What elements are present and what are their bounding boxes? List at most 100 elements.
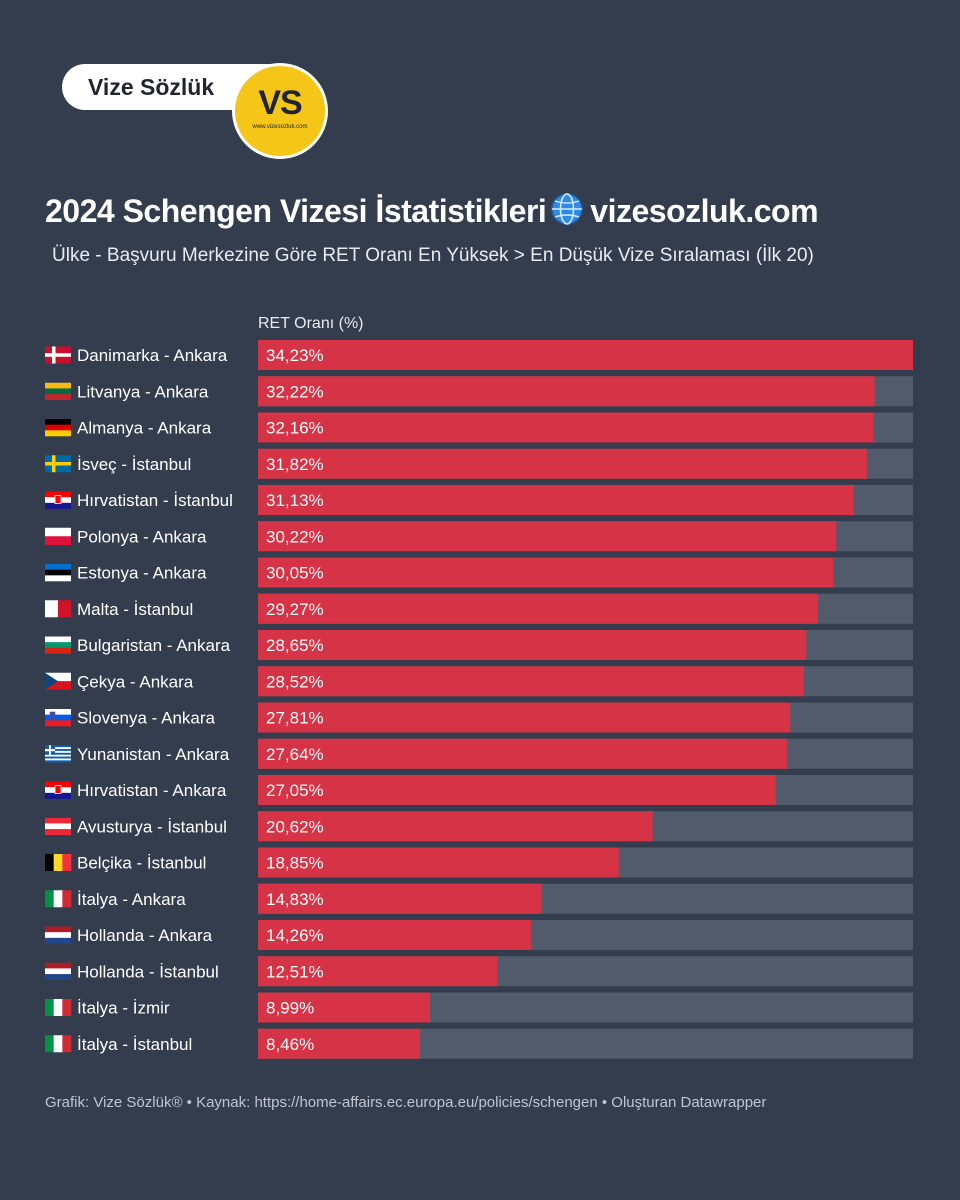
category-label: Estonya - Ankara <box>77 564 207 583</box>
brand-logo-url: www.vizesozluk.com <box>252 124 308 130</box>
bar-chart: RET Oranı (%) Danimarka - Ankara 34,23% Li… <box>45 315 913 1059</box>
column-header: RET Oranı (%) <box>258 315 364 332</box>
chart-row: Danimarka - Ankara 34,23% <box>45 340 913 370</box>
chart-title: 2024 Schengen Vizesi İstatistikleri vizes… <box>45 192 819 234</box>
category-label: Slovenya - Ankara <box>77 709 216 728</box>
data-label: 14,83% <box>266 890 324 909</box>
data-label: 8,99% <box>266 999 314 1018</box>
flag-icon-lt <box>45 382 71 401</box>
bar <box>258 775 776 805</box>
brand-name: Vize Sözlük <box>88 74 215 100</box>
data-label: 31,82% <box>266 455 324 474</box>
chart-row: Bulgaristan - Ankara 28,65% <box>45 630 913 660</box>
chart-row: Almanya - Ankara 32,16% <box>45 412 913 443</box>
category-label: Hollanda - İstanbul <box>77 962 219 981</box>
data-label: 27,64% <box>266 745 324 764</box>
flag-icon-pl <box>45 527 71 546</box>
category-label: Yunanistan - Ankara <box>77 745 230 764</box>
flag-icon-hr <box>45 781 71 799</box>
flag-icon-de <box>45 419 71 437</box>
bar <box>258 1028 420 1059</box>
data-label: 30,22% <box>266 527 324 546</box>
bar <box>258 630 807 660</box>
bar <box>258 992 431 1023</box>
bar <box>258 666 804 697</box>
flag-icon-it <box>45 999 72 1016</box>
category-label: İtalya - İzmir <box>77 999 170 1018</box>
bar <box>258 702 791 733</box>
category-label: Bulgaristan - Ankara <box>77 636 231 655</box>
flag-icon-gr <box>45 745 71 763</box>
data-label: 29,27% <box>266 600 324 619</box>
chart-row: Yunanistan - Ankara 27,64% <box>45 738 913 769</box>
data-label: 30,05% <box>266 564 324 583</box>
category-label: İsveç - İstanbul <box>77 455 191 474</box>
chart-row: İtalya - İstanbul 8,46% <box>45 1028 913 1059</box>
data-label: 32,22% <box>266 382 324 401</box>
category-label: İtalya - İstanbul <box>77 1035 192 1054</box>
flag-icon-it <box>45 1035 72 1053</box>
data-label: 18,85% <box>266 854 324 873</box>
flag-icon-at <box>45 817 71 836</box>
category-label: Litvanya - Ankara <box>77 382 209 401</box>
category-label: İtalya - Ankara <box>77 890 186 909</box>
bar <box>258 448 867 479</box>
data-label: 28,65% <box>266 636 324 655</box>
chart-row: Slovenya - Ankara 27,81% <box>45 702 913 733</box>
data-label: 31,13% <box>266 491 324 510</box>
bar <box>258 811 653 842</box>
bar <box>258 485 854 515</box>
globe-icon <box>550 192 584 234</box>
data-label: 20,62% <box>266 817 324 836</box>
flag-icon-se <box>45 455 71 473</box>
footer-source: Grafik: Vize Sözlük® • Kaynak: https://h… <box>45 1094 767 1111</box>
brand-logo-text: VS <box>258 84 302 122</box>
chart-row: Hollanda - Ankara 14,26% <box>45 920 913 950</box>
chart-row: Çekya - Ankara 28,52% <box>45 666 913 697</box>
bar <box>258 557 834 588</box>
chart-row: Litvanya - Ankara 32,22% <box>45 376 913 407</box>
data-label: 32,16% <box>266 419 324 438</box>
chart-row: İtalya - Ankara 14,83% <box>45 883 913 914</box>
data-label: 27,81% <box>266 709 324 728</box>
bar <box>258 521 837 552</box>
chart-row: Hırvatistan - İstanbul 31,13% <box>45 485 913 515</box>
data-label: 12,51% <box>266 962 324 981</box>
chart-row: İsveç - İstanbul 31,82% <box>45 448 913 479</box>
flag-icon-ee <box>45 564 71 582</box>
category-label: Polonya - Ankara <box>77 527 207 546</box>
category-label: Almanya - Ankara <box>77 419 212 438</box>
category-label: Avusturya - İstanbul <box>77 817 227 836</box>
chart-row: Hollanda - İstanbul 12,51% <box>45 956 913 987</box>
chart-subtitle: Ülke - Başvuru Merkezine Göre RET Oranı … <box>52 245 814 266</box>
category-label: Hollanda - Ankara <box>77 926 213 945</box>
chart-row: Belçika - İstanbul 18,85% <box>45 847 913 878</box>
category-label: Danimarka - Ankara <box>77 346 228 365</box>
bar <box>258 956 498 987</box>
bar <box>258 920 531 950</box>
bar <box>258 883 542 914</box>
flag-icon-it <box>45 890 72 908</box>
bar <box>258 340 913 370</box>
category-label: Hırvatistan - İstanbul <box>77 491 233 510</box>
category-label: Hırvatistan - Ankara <box>77 781 227 800</box>
category-label: Belçika - İstanbul <box>77 854 206 873</box>
flag-icon-cz <box>45 672 71 690</box>
data-label: 14,26% <box>266 926 324 945</box>
category-label: Malta - İstanbul <box>77 600 193 619</box>
flag-icon-mt <box>45 600 72 618</box>
chart-row: İtalya - İzmir 8,99% <box>45 992 913 1023</box>
flag-icon-nl <box>45 926 71 944</box>
data-label: 8,46% <box>266 1035 314 1054</box>
chart-row: Hırvatistan - Ankara 27,05% <box>45 775 913 805</box>
data-label: 27,05% <box>266 781 324 800</box>
category-label: Çekya - Ankara <box>77 672 194 691</box>
bar <box>258 376 875 407</box>
bar <box>258 738 787 769</box>
flag-icon-nl <box>45 962 71 981</box>
chart-row: Estonya - Ankara 30,05% <box>45 557 913 588</box>
chart-row: Avusturya - İstanbul 20,62% <box>45 811 913 842</box>
flag-icon-hr <box>45 491 71 509</box>
bar <box>258 593 819 624</box>
flag-icon-dk <box>45 346 71 364</box>
